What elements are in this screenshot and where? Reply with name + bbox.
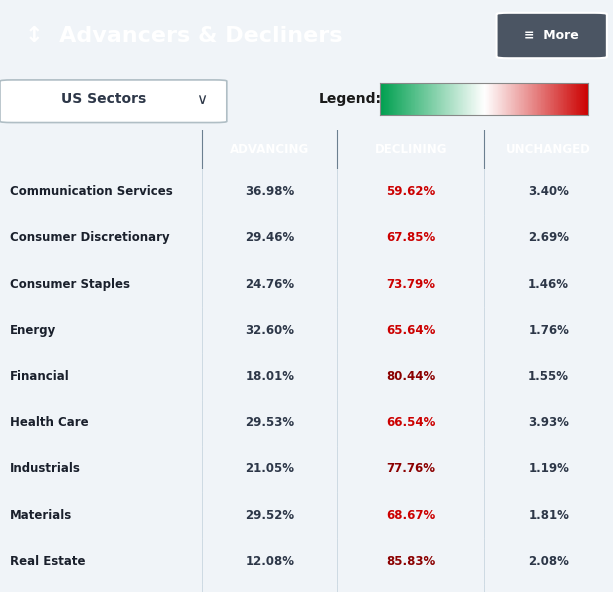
Text: 59.62%: 59.62% (386, 185, 435, 198)
Text: Communication Services: Communication Services (10, 185, 173, 198)
Text: 66.54%: 66.54% (386, 416, 435, 429)
Text: 1.55%: 1.55% (528, 370, 569, 383)
Text: 3.93%: 3.93% (528, 416, 569, 429)
Text: Consumer Discretionary: Consumer Discretionary (10, 231, 170, 244)
Text: Health Care: Health Care (10, 416, 89, 429)
FancyBboxPatch shape (0, 80, 227, 123)
Text: 29.52%: 29.52% (245, 509, 294, 522)
Text: 3.40%: 3.40% (528, 185, 569, 198)
Text: 29.53%: 29.53% (245, 416, 294, 429)
Text: Industrials: Industrials (10, 462, 81, 475)
Text: 80.44%: 80.44% (386, 370, 435, 383)
Text: 77.76%: 77.76% (386, 462, 435, 475)
Text: 67.85%: 67.85% (386, 231, 435, 244)
Text: 29.46%: 29.46% (245, 231, 294, 244)
Text: 24.76%: 24.76% (245, 278, 294, 291)
Text: Real Estate: Real Estate (10, 555, 86, 568)
Text: ≡  More: ≡ More (524, 29, 579, 42)
Text: 32.60%: 32.60% (245, 324, 294, 337)
Text: 21.05%: 21.05% (245, 462, 294, 475)
FancyBboxPatch shape (497, 13, 607, 58)
Text: 36.98%: 36.98% (245, 185, 294, 198)
Text: Financial: Financial (10, 370, 70, 383)
Text: ↕  Advancers & Decliners: ↕ Advancers & Decliners (25, 25, 342, 46)
Text: US Sectors: US Sectors (61, 92, 147, 107)
Text: UNCHANGED: UNCHANGED (506, 143, 591, 156)
Text: ADVANCING: ADVANCING (230, 143, 310, 156)
Text: Energy: Energy (10, 324, 56, 337)
Text: 1.76%: 1.76% (528, 324, 569, 337)
Text: DECLINING: DECLINING (375, 143, 447, 156)
Text: 2.08%: 2.08% (528, 555, 569, 568)
Text: 68.67%: 68.67% (386, 509, 435, 522)
Text: 2.69%: 2.69% (528, 231, 569, 244)
Text: 1.46%: 1.46% (528, 278, 569, 291)
Text: Consumer Staples: Consumer Staples (10, 278, 130, 291)
Text: 85.83%: 85.83% (386, 555, 435, 568)
Text: Materials: Materials (10, 509, 72, 522)
Text: 18.01%: 18.01% (245, 370, 294, 383)
Text: 12.08%: 12.08% (245, 555, 294, 568)
Text: ∨: ∨ (196, 92, 207, 107)
Text: 1.81%: 1.81% (528, 509, 569, 522)
Text: 65.64%: 65.64% (386, 324, 435, 337)
Text: Legend:: Legend: (319, 92, 382, 107)
Text: 73.79%: 73.79% (386, 278, 435, 291)
Text: 1.19%: 1.19% (528, 462, 569, 475)
